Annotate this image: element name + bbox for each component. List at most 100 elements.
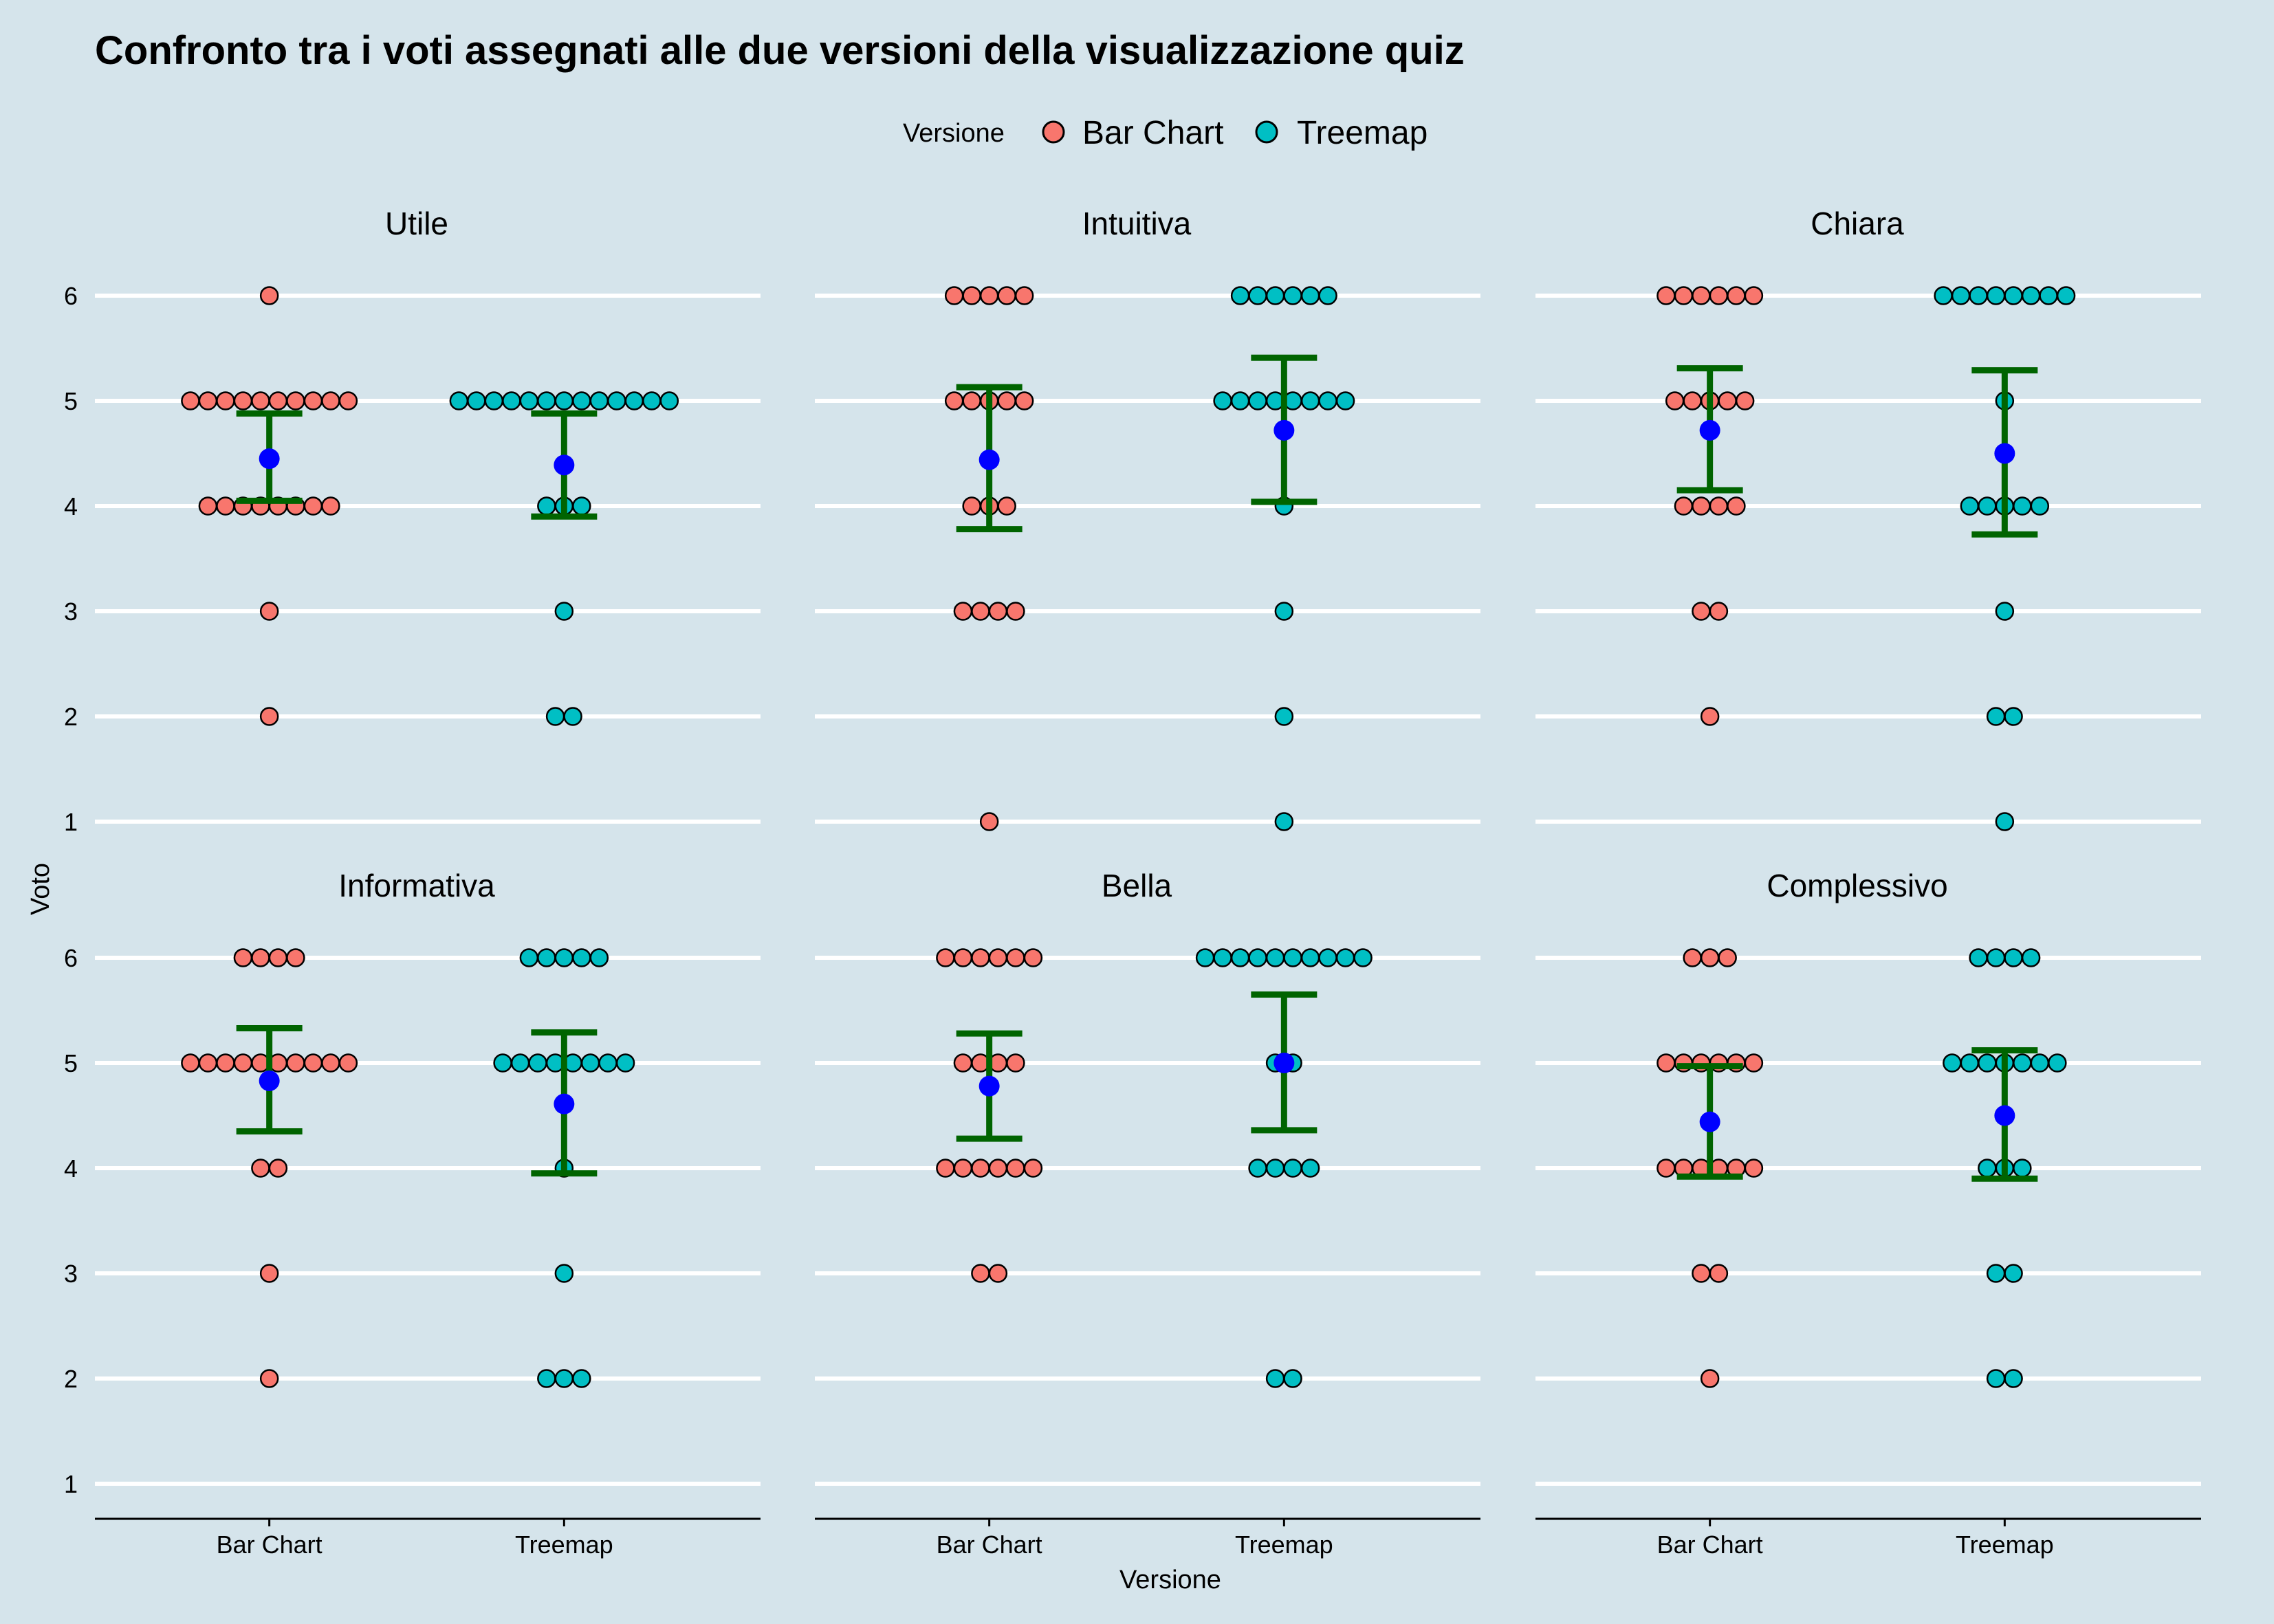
mean-point bbox=[554, 454, 575, 476]
data-point bbox=[1657, 1053, 1676, 1073]
data-point bbox=[1692, 602, 1711, 621]
x-tick-label: Treemap bbox=[1956, 1530, 2054, 1559]
data-point bbox=[1300, 391, 1320, 410]
data-point bbox=[988, 1264, 1008, 1283]
mean-point bbox=[1699, 1111, 1720, 1132]
y-tick-label: 3 bbox=[64, 1260, 78, 1288]
data-point bbox=[1960, 1053, 1980, 1073]
legend: Versione Bar Chart Treemap bbox=[903, 115, 1428, 151]
data-point bbox=[1709, 286, 1729, 305]
data-point bbox=[1230, 391, 1250, 410]
data-point bbox=[1986, 286, 2006, 305]
data-point bbox=[1265, 948, 1285, 967]
data-point bbox=[1700, 707, 1720, 726]
data-point bbox=[1248, 1159, 1267, 1178]
data-point bbox=[198, 391, 218, 410]
data-point bbox=[2004, 1369, 2023, 1388]
data-point bbox=[1744, 286, 1764, 305]
data-point bbox=[1300, 286, 1320, 305]
data-point bbox=[554, 948, 574, 967]
legend-label-treemap: Treemap bbox=[1297, 115, 1428, 151]
data-point bbox=[2004, 707, 2023, 726]
data-point bbox=[563, 707, 582, 726]
data-point bbox=[233, 391, 253, 410]
data-point bbox=[1318, 391, 1337, 410]
data-point bbox=[979, 812, 999, 831]
data-point bbox=[1335, 391, 1355, 410]
facet-panel-chiara: Chiara bbox=[1535, 206, 2201, 831]
data-point bbox=[1023, 948, 1043, 967]
data-point bbox=[936, 1159, 955, 1178]
mean-point bbox=[554, 1093, 575, 1115]
data-point bbox=[1230, 286, 1250, 305]
data-point bbox=[572, 391, 591, 410]
data-point bbox=[1718, 948, 1737, 967]
facet-title: Complessivo bbox=[1767, 868, 1947, 903]
data-point bbox=[1213, 391, 1232, 410]
data-point bbox=[971, 1264, 990, 1283]
data-point bbox=[1744, 1053, 1764, 1073]
data-point bbox=[181, 391, 200, 410]
data-point bbox=[971, 602, 990, 621]
facet-panel-bella: Bella Bar Chart Treemap bbox=[815, 868, 1480, 1559]
x-axis-title: Versione bbox=[1119, 1566, 1221, 1594]
data-point bbox=[1995, 812, 2015, 831]
data-point bbox=[1978, 1159, 1997, 1178]
y-tick-label: 4 bbox=[64, 492, 78, 520]
data-point bbox=[1727, 496, 1746, 516]
data-point bbox=[537, 948, 556, 967]
data-point bbox=[1265, 286, 1285, 305]
data-point bbox=[997, 391, 1016, 410]
data-point bbox=[303, 1053, 323, 1073]
data-point bbox=[1006, 602, 1025, 621]
legend-key-treemap bbox=[1255, 120, 1278, 144]
data-point bbox=[216, 496, 235, 516]
data-point bbox=[1978, 1053, 1997, 1073]
y-axis-title: Voto bbox=[26, 863, 55, 915]
data-point bbox=[528, 1053, 547, 1073]
facet-title: Informativa bbox=[338, 868, 495, 903]
data-point bbox=[1943, 1053, 1962, 1073]
facet-panel-informativa: Informativa 1 2 3 4 5 6 Bar Chart Treemap bbox=[64, 868, 761, 1559]
data-point bbox=[2021, 286, 2041, 305]
data-point bbox=[1318, 286, 1337, 305]
data-point bbox=[2004, 948, 2023, 967]
data-point bbox=[2004, 286, 2023, 305]
data-point bbox=[216, 1053, 235, 1073]
data-point bbox=[2030, 1053, 2050, 1073]
data-point bbox=[537, 1369, 556, 1388]
data-point bbox=[1986, 1264, 2006, 1283]
data-point bbox=[598, 1053, 617, 1073]
data-point bbox=[259, 286, 279, 305]
data-point bbox=[1248, 948, 1267, 967]
data-point bbox=[659, 391, 679, 410]
data-point bbox=[2013, 496, 2032, 516]
data-point bbox=[962, 496, 981, 516]
data-point bbox=[545, 707, 565, 726]
facet-panel-utile: Utile 1 2 3 4 5 6 bbox=[64, 206, 761, 836]
data-point bbox=[2030, 496, 2050, 516]
data-point bbox=[2021, 948, 2041, 967]
legend-title: Versione bbox=[903, 119, 1005, 148]
data-point bbox=[321, 1053, 340, 1073]
y-tick-label: 1 bbox=[64, 808, 78, 836]
mean-point bbox=[259, 1071, 280, 1092]
data-point bbox=[1744, 1159, 1764, 1178]
data-point bbox=[971, 948, 990, 967]
data-point bbox=[1230, 948, 1250, 967]
data-point bbox=[1283, 1369, 1302, 1388]
data-point bbox=[1986, 1369, 2006, 1388]
data-point bbox=[1700, 1369, 1720, 1388]
x-tick-label: Treemap bbox=[515, 1530, 613, 1559]
data-point bbox=[1283, 286, 1302, 305]
data-point bbox=[962, 391, 981, 410]
data-point bbox=[338, 391, 358, 410]
data-point bbox=[303, 391, 323, 410]
data-point bbox=[259, 1264, 279, 1283]
data-point bbox=[953, 1053, 973, 1073]
data-point bbox=[1674, 496, 1694, 516]
data-point bbox=[953, 1159, 973, 1178]
data-point bbox=[259, 602, 279, 621]
mean-point bbox=[1699, 419, 1720, 441]
